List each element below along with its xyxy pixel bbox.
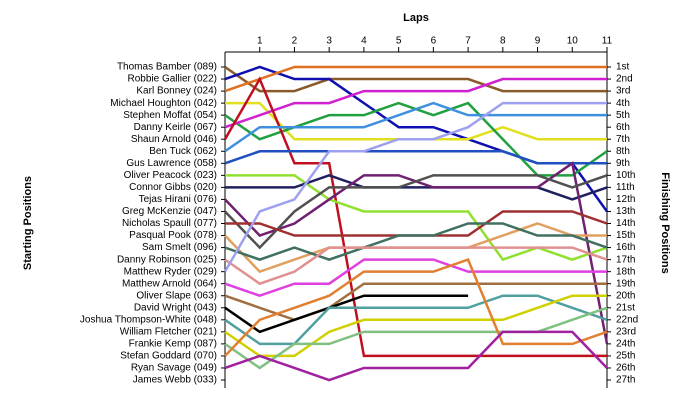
driver-label: Oliver Peacock (023) [124,170,217,181]
y-tick-label: 22nd [616,314,638,325]
driver-label: Danny Keirle (067) [134,122,217,133]
y-axis-label-right: Finishing Positions [659,172,671,273]
y-tick-label: 12th [616,194,635,205]
driver-label: Robbie Gallier (022) [128,74,218,85]
driver-line [225,174,608,262]
driver-line [224,174,608,250]
driver-line [224,306,608,370]
y-tick-label: 25th [616,351,635,362]
y-tick-label: 1st [616,62,630,73]
driver-label: Ryan Savage (049) [131,363,217,374]
driver-label: James Webb (033) [133,375,217,386]
x-tick-label: 2 [292,36,298,47]
y-tick-label: 13th [616,206,635,217]
x-tick-label: 9 [535,36,541,47]
driver-line [224,294,608,346]
y-tick-label: 19th [616,278,635,289]
driver-label: Thomas Bamber (089) [117,62,217,73]
driver-label: Oliver Slape (063) [136,290,217,301]
y-tick-label: 4th [616,98,630,109]
driver-line [224,330,608,382]
driver-line [224,246,608,286]
y-tick-label: 9th [616,158,630,169]
x-tick-label: 8 [500,36,506,47]
x-tick-label: 1 [257,36,263,47]
driver-label: Shaun Arnold (046) [131,134,217,145]
driver-label: Ben Tuck (062) [149,146,217,157]
driver-label: Sam Smelt (096) [142,242,217,253]
y-tick-label: 21st [616,302,635,313]
y-tick-label: 23rd [616,326,636,337]
driver-label: Gus Lawrence (058) [126,158,217,169]
y-tick-label: 3rd [616,86,630,97]
driver-label: Connor Gibbs (020) [129,182,217,193]
y-tick-label: 16th [616,242,635,253]
driver-line [224,150,607,165]
driver-line [224,65,607,93]
driver-label: Nicholas Spaull (077) [122,218,217,229]
y-tick-label: 17th [616,254,635,265]
y-tick-label: 24th [616,339,635,350]
driver-label: Matthew Ryder (029) [124,266,217,277]
driver-label: Stephen Moffat (054) [123,110,217,121]
y-tick-label: 5th [616,110,630,121]
y-tick-label: 7th [616,134,630,145]
driver-label: Stefan Goddard (070) [120,351,217,362]
driver-line [223,101,607,273]
driver-label: Frankie Kemp (087) [129,339,217,350]
driver-label: Michael Houghton (042) [110,98,217,109]
y-axis-label-left: Starting Positions [22,176,34,270]
driver-line [224,258,607,298]
driver-line [224,222,608,261]
y-tick-label: 10th [616,170,635,181]
driver-label: Tejas Hirani (076) [139,194,217,205]
x-tick-label: 7 [465,36,471,47]
x-tick-label: 6 [431,36,437,47]
driver-label: Joshua Thompson-White (048) [80,314,217,325]
driver-line [224,258,608,357]
y-tick-label: 20th [616,290,635,301]
y-tick-label: 8th [616,146,630,157]
y-tick-label: 2nd [616,74,633,85]
driver-label: Greg McKenzie (047) [122,206,217,217]
x-tick-label: 5 [396,36,402,47]
driver-label: Matthew Arnold (064) [122,278,217,289]
x-tick-label: 10 [567,36,579,47]
y-tick-label: 27th [616,375,635,386]
y-tick-label: 11th [616,182,635,193]
driver-line [224,282,607,322]
driver-label: Danny Robinson (025) [117,254,217,265]
x-tick-label: 3 [326,36,332,47]
driver-line [224,294,469,334]
driver-label: Karl Bonney (024) [136,86,217,97]
x-tick-label: 4 [361,36,367,47]
driver-line [225,174,608,201]
chart-title: Laps [403,12,429,24]
x-tick-label: 11 [602,36,613,47]
driver-line [224,101,607,153]
driver-label: William Fletcher (021) [120,326,217,337]
y-tick-label: 18th [616,266,635,277]
y-tick-label: 14th [616,218,635,229]
y-tick-label: 26th [616,363,635,374]
driver-label: Pasqual Pook (078) [129,230,217,241]
driver-line [224,77,607,129]
driver-line [224,65,607,93]
driver-label: David Wright (043) [134,302,217,313]
driver-line [224,294,607,358]
driver-line [223,76,607,358]
y-tick-label: 15th [616,230,635,241]
y-tick-label: 6th [616,122,630,133]
